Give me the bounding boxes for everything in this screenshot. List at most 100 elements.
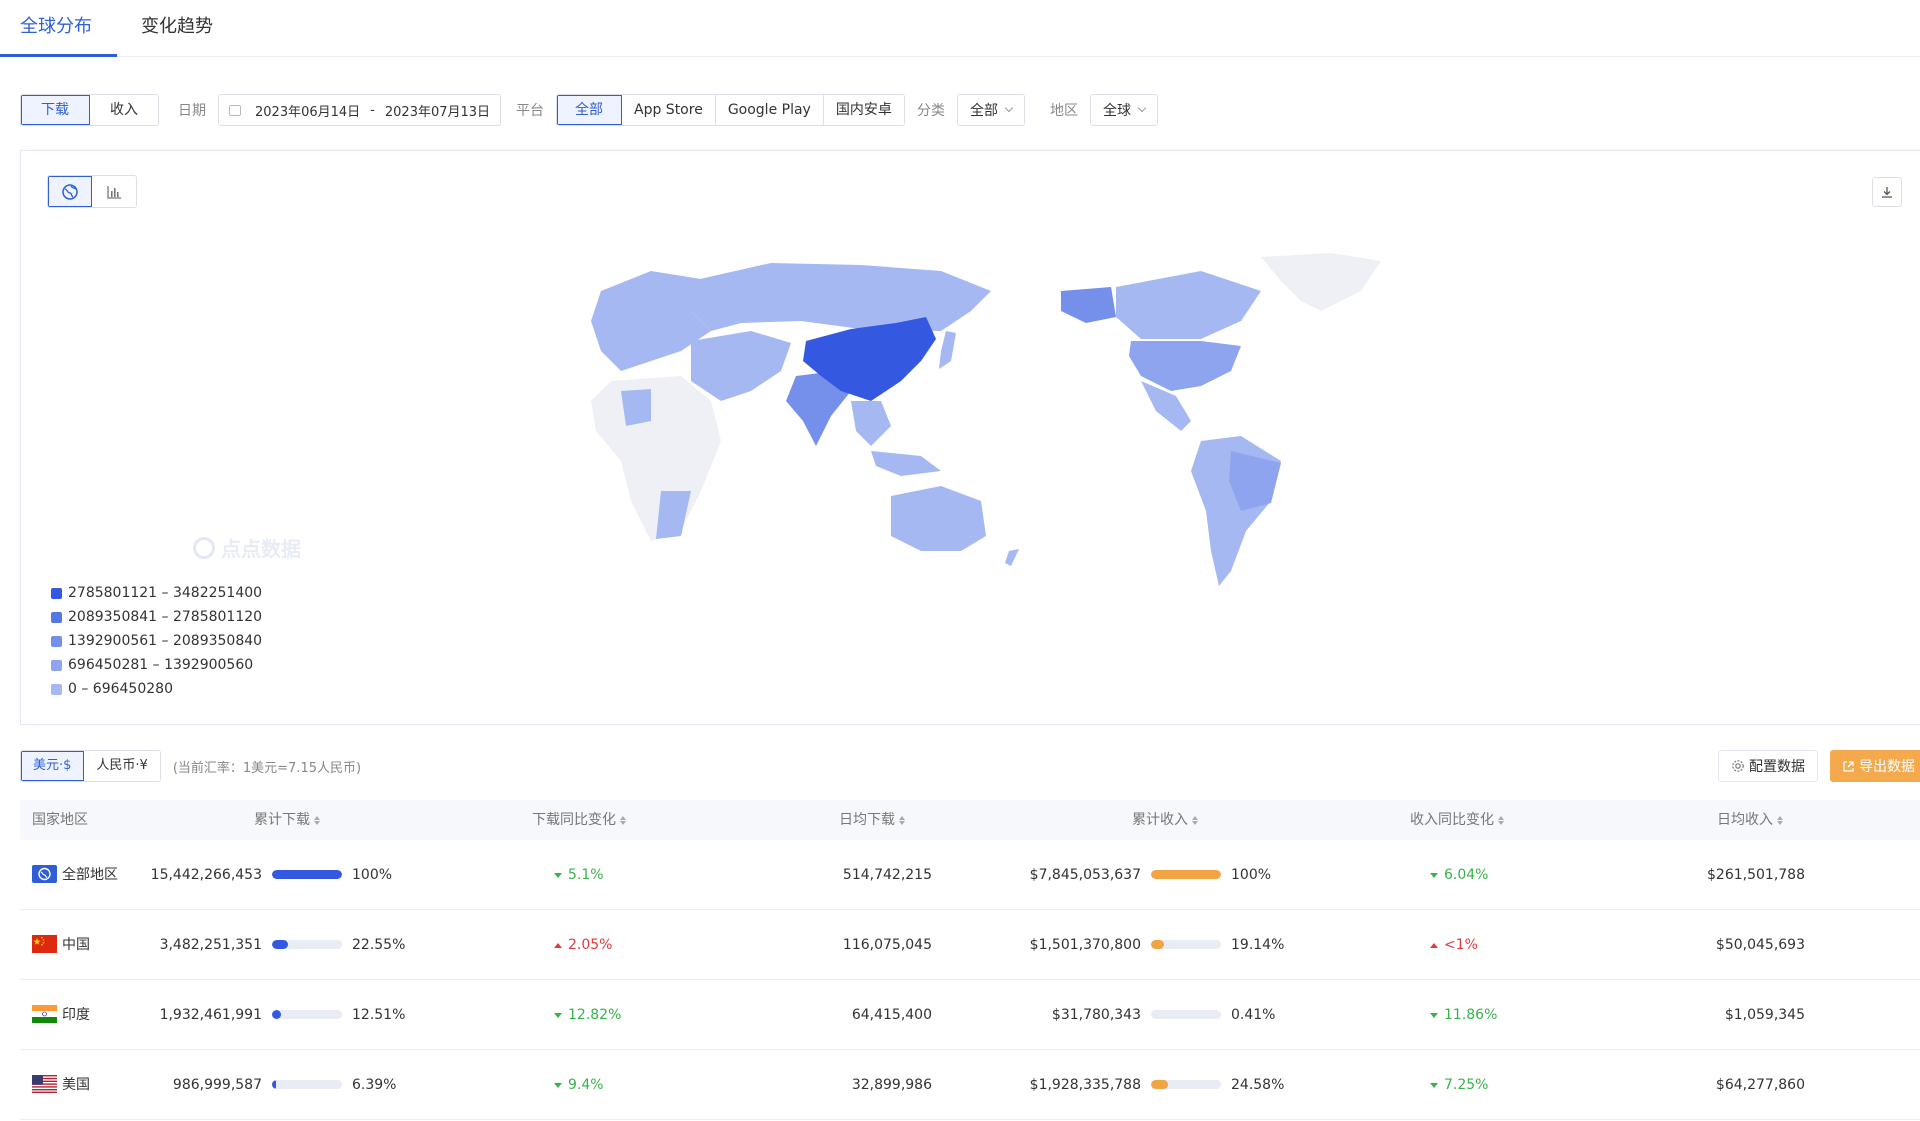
sort-icon — [620, 815, 628, 826]
map-card: 点点数据 2785801121 – 3482251400 2089350841 … — [20, 150, 1920, 725]
region-indonesia[interactable] — [871, 451, 941, 476]
category-select[interactable]: 全部 — [957, 94, 1025, 126]
export-data-button[interactable]: 导出数据 — [1830, 750, 1920, 782]
region-usa[interactable] — [1129, 341, 1241, 391]
region-europe[interactable] — [591, 271, 711, 371]
region-canada[interactable] — [1116, 271, 1261, 339]
date-label: 日期 — [178, 103, 206, 119]
table-row[interactable]: 印度 1,932,461,991 12.51% 12.82% 64,415,40… — [20, 980, 1920, 1050]
region-australia[interactable] — [891, 486, 986, 551]
region-middle-east[interactable] — [691, 331, 791, 401]
col-dl-change[interactable]: 下载同比变化 — [532, 800, 628, 840]
region-new-zealand[interactable] — [1005, 549, 1019, 566]
metric-downloads-button[interactable]: 下载 — [21, 95, 90, 125]
platform-appstore-button[interactable]: App Store — [622, 95, 716, 125]
region-greenland[interactable] — [1261, 253, 1381, 311]
revenue-share: 24.58% — [1231, 1077, 1285, 1093]
region-japan[interactable] — [939, 331, 956, 369]
region-mexico[interactable] — [1141, 381, 1191, 431]
revenue-change: 7.25% — [1430, 1050, 1488, 1120]
col-revenue[interactable]: 累计收入 — [1132, 800, 1200, 840]
table-header: 国家地区 累计下载 下载同比变化 日均下载 累计收入 收入同比变化 日均收入 — [20, 800, 1920, 840]
date-filter: 日期 2023年06月14日 - 2023年07月13日 — [178, 94, 502, 126]
map-legend: 2785801121 – 3482251400 2089350841 – 278… — [51, 581, 262, 701]
sort-icon — [899, 815, 907, 826]
download-icon — [1882, 187, 1892, 198]
legend-item[interactable]: 2089350841 – 2785801120 — [51, 605, 262, 629]
downloads-value: 986,999,587 — [172, 1077, 262, 1093]
downloads-share: 100% — [352, 867, 393, 883]
region-select[interactable]: 全球 — [1090, 94, 1158, 126]
region-southeast-asia[interactable] — [851, 401, 891, 446]
chevron-down-icon — [1004, 103, 1014, 113]
daily-revenue: $261,501,788 — [1707, 867, 1805, 883]
download-button[interactable] — [1872, 177, 1902, 207]
tab-global-distribution[interactable]: 全球分布 — [20, 16, 92, 37]
revenue-change: <1% — [1430, 910, 1478, 980]
legend-item[interactable]: 2785801121 – 3482251400 — [51, 581, 262, 605]
region-china[interactable] — [803, 317, 936, 401]
region-brazil[interactable] — [1229, 451, 1281, 511]
col-daily-dl[interactable]: 日均下载 — [839, 800, 907, 840]
revenue-change: 6.04% — [1430, 840, 1488, 910]
sort-icon — [1192, 815, 1200, 826]
category-value: 全部 — [970, 103, 998, 119]
revenue-share-bar — [1151, 940, 1221, 949]
region-africa[interactable] — [591, 376, 721, 541]
revenue-share-bar — [1151, 1010, 1221, 1019]
legend-swatch — [51, 635, 62, 647]
metric-toggle: 下载 收入 — [20, 94, 159, 126]
map-view-button[interactable] — [48, 176, 92, 207]
legend-item[interactable]: 696450281 – 1392900560 — [51, 653, 262, 677]
platform-china-android-button[interactable]: 国内安卓 — [823, 95, 904, 125]
downloads-change: 5.1% — [554, 840, 604, 910]
date-end: 2023年07月13日 — [384, 104, 491, 120]
sort-icon — [1777, 815, 1785, 826]
revenue-share-bar — [1151, 870, 1221, 879]
tab-trend[interactable]: 变化趋势 — [141, 16, 213, 37]
downloads-share-bar — [272, 1010, 342, 1019]
table-row[interactable]: 美国 986,999,587 6.39% 9.4% 32,899,986 $1,… — [20, 1050, 1920, 1120]
country-name: 美国 — [62, 1077, 90, 1093]
flag-icon — [32, 935, 57, 953]
daily-downloads: 32,899,986 — [851, 1077, 932, 1093]
date-separator: - — [370, 102, 375, 118]
table-row[interactable]: 全部地区 15,442,266,453 100% 5.1% 514,742,21… — [20, 840, 1920, 910]
revenue-change: 11.86% — [1430, 980, 1497, 1050]
currency-usd-button[interactable]: 美元·$ — [21, 751, 85, 781]
region-north-africa[interactable] — [621, 389, 651, 426]
metric-revenue-button[interactable]: 收入 — [90, 95, 158, 125]
region-russia[interactable] — [691, 263, 991, 331]
chevron-down-icon — [1137, 103, 1147, 113]
category-filter: 分类 全部 — [917, 94, 1025, 126]
currency-row: 美元·$ 人民币·¥ (当前汇率：1美元=7.15人民币) — [20, 750, 361, 782]
config-data-button[interactable]: 配置数据 — [1718, 750, 1818, 782]
revenue-share: 100% — [1231, 867, 1272, 883]
legend-item[interactable]: 0 – 696450280 — [51, 677, 262, 701]
col-downloads[interactable]: 累计下载 — [254, 800, 322, 840]
currency-cny-button[interactable]: 人民币·¥ — [84, 751, 160, 781]
col-rev-change[interactable]: 收入同比变化 — [1410, 800, 1506, 840]
region-filter: 地区 全球 — [1050, 94, 1158, 126]
date-range-picker[interactable]: 2023年06月14日 - 2023年07月13日 — [218, 94, 502, 126]
daily-downloads: 64,415,400 — [851, 1007, 932, 1023]
legend-item[interactable]: 1392900561 – 2089350840 — [51, 629, 262, 653]
external-link-icon — [1843, 760, 1854, 772]
region-alaska[interactable] — [1061, 287, 1116, 323]
active-tab-indicator — [0, 54, 117, 57]
bar-view-button[interactable] — [92, 176, 136, 207]
country-name: 印度 — [62, 1007, 90, 1023]
region-south-africa[interactable] — [656, 491, 691, 539]
world-map[interactable] — [541, 251, 1401, 721]
downloads-share-bar — [272, 1080, 342, 1089]
col-country: 国家地区 — [32, 812, 88, 828]
table-row[interactable]: 中国 3,482,251,351 22.55% 2.05% 116,075,04… — [20, 910, 1920, 980]
col-daily-rev[interactable]: 日均收入 — [1717, 800, 1785, 840]
platform-googleplay-button[interactable]: Google Play — [715, 95, 824, 125]
sort-icon — [1498, 815, 1506, 826]
region-label: 地区 — [1050, 103, 1078, 119]
category-label: 分类 — [917, 103, 945, 119]
region-india[interactable] — [786, 371, 851, 446]
platform-all-button[interactable]: 全部 — [557, 95, 622, 125]
revenue-value: $1,928,335,788 — [1029, 1077, 1141, 1093]
